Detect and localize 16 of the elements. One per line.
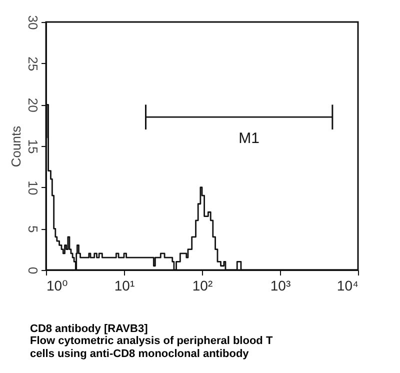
y-tick-label: 0 bbox=[26, 266, 40, 274]
series-label: M1 bbox=[238, 130, 260, 148]
x-tick-label: 10³ bbox=[270, 278, 291, 294]
y-tick-label: 30 bbox=[26, 15, 40, 30]
x-tick-label: 10¹ bbox=[114, 278, 135, 294]
y-tick-label: 5 bbox=[26, 226, 40, 233]
x-tick-label: 10⁰ bbox=[46, 278, 68, 294]
y-tick-label: 10 bbox=[26, 180, 40, 196]
x-tick-label: 10⁴ bbox=[336, 278, 358, 294]
y-axis-title: Counts bbox=[8, 125, 24, 168]
text: CD8 antibody [RAVB3] bbox=[30, 323, 148, 335]
x-tick-label: 10² bbox=[192, 278, 213, 294]
y-tick-label: 25 bbox=[26, 56, 40, 72]
y-tick-label: 15 bbox=[26, 139, 40, 154]
text: Flow cytometric analysis of peripheral blood T cells using anti-CD8 monoclonal antibody bbox=[30, 335, 273, 360]
y-tick-label: 20 bbox=[26, 98, 40, 112]
